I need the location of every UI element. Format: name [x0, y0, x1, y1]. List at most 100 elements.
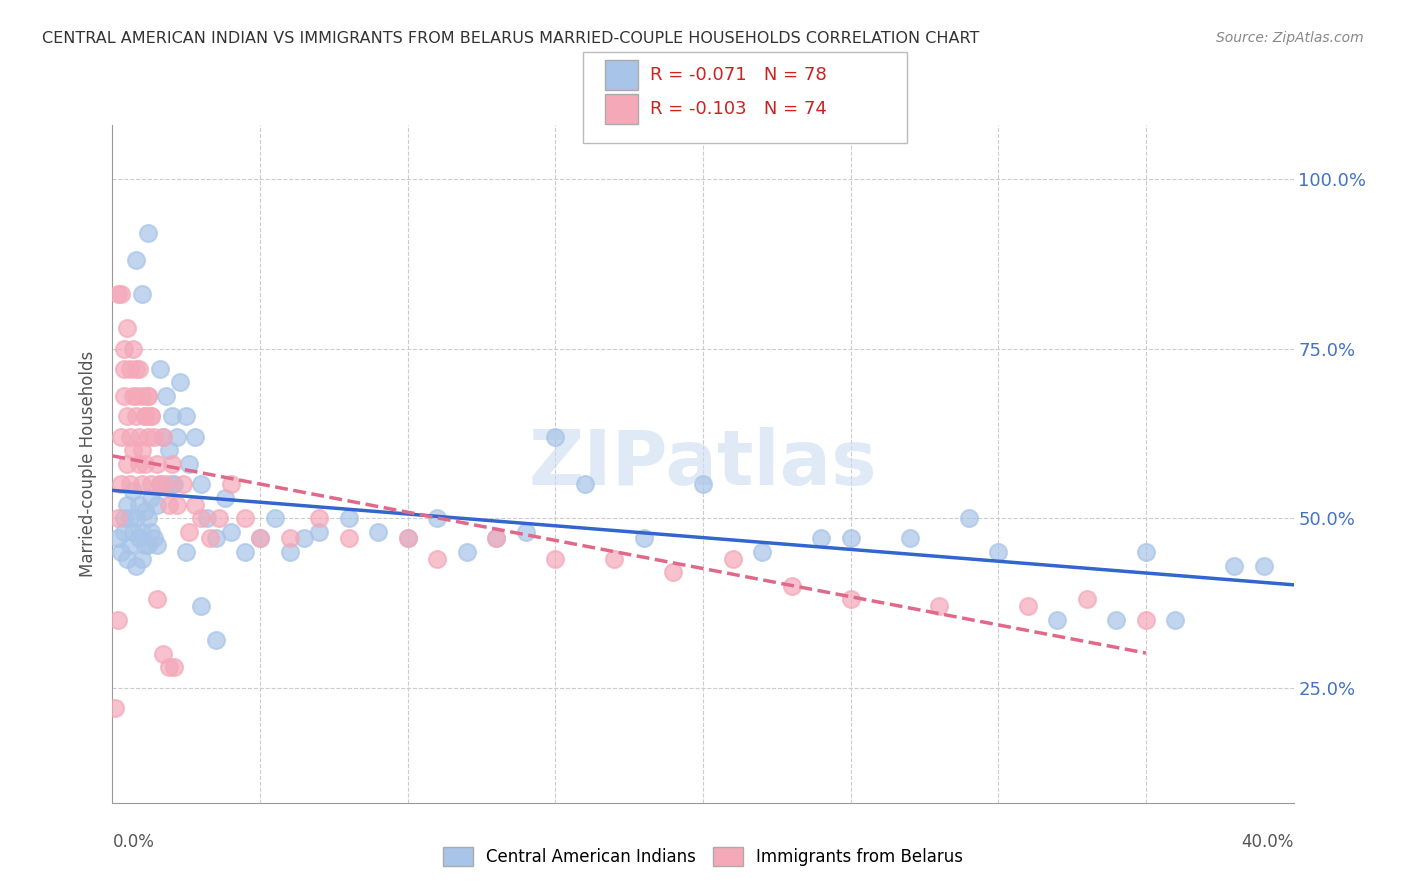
Point: [367, 524, 389, 539]
Point: [146, 498, 169, 512]
Point: [1046, 613, 1069, 627]
Point: [120, 538, 142, 552]
Point: [146, 457, 169, 471]
Point: [214, 491, 236, 505]
Point: [396, 532, 419, 546]
Point: [117, 409, 138, 424]
Point: [544, 551, 567, 566]
Point: [112, 511, 135, 525]
Point: [146, 592, 169, 607]
Point: [117, 457, 138, 471]
Point: [128, 457, 150, 471]
Point: [957, 511, 980, 525]
Point: [128, 498, 150, 512]
Point: [544, 430, 567, 444]
Point: [120, 430, 142, 444]
Point: [426, 551, 449, 566]
Point: [987, 545, 1010, 559]
Point: [308, 524, 330, 539]
Point: [139, 477, 162, 491]
Point: [426, 511, 449, 525]
Text: CENTRAL AMERICAN INDIAN VS IMMIGRANTS FROM BELARUS MARRIED-COUPLE HOUSEHOLDS COR: CENTRAL AMERICAN INDIAN VS IMMIGRANTS FR…: [42, 31, 980, 46]
Point: [219, 477, 242, 491]
Point: [1164, 613, 1187, 627]
Point: [110, 287, 132, 301]
Point: [190, 511, 212, 525]
Point: [278, 532, 301, 546]
Point: [190, 599, 212, 614]
Point: [107, 532, 129, 546]
Point: [136, 389, 159, 403]
Point: [928, 599, 950, 614]
Point: [839, 592, 862, 607]
Point: [155, 477, 177, 491]
Point: [112, 342, 135, 356]
Point: [149, 477, 172, 491]
Point: [166, 430, 188, 444]
Point: [249, 532, 271, 546]
Point: [152, 430, 174, 444]
Point: [149, 477, 172, 491]
Point: [1253, 558, 1275, 573]
Point: [456, 545, 478, 559]
Point: [122, 483, 145, 498]
Point: [152, 647, 174, 661]
Point: [136, 511, 159, 525]
Point: [157, 660, 180, 674]
Point: [1135, 613, 1157, 627]
Point: [112, 362, 135, 376]
Point: [117, 498, 138, 512]
Point: [110, 430, 132, 444]
Point: [128, 430, 150, 444]
Point: [125, 389, 148, 403]
Point: [160, 477, 183, 491]
Point: [152, 430, 174, 444]
Point: [142, 532, 165, 546]
Point: [308, 511, 330, 525]
Point: [131, 551, 153, 566]
Point: [515, 524, 537, 539]
Point: [107, 613, 129, 627]
Point: [136, 430, 159, 444]
Point: [278, 545, 301, 559]
Point: [131, 287, 153, 301]
Point: [163, 477, 186, 491]
Point: [898, 532, 921, 546]
Point: [125, 558, 148, 573]
Text: R = -0.103   N = 74: R = -0.103 N = 74: [650, 100, 827, 118]
Point: [233, 511, 256, 525]
Point: [112, 524, 135, 539]
Point: [169, 376, 191, 390]
Point: [198, 532, 221, 546]
Point: [174, 545, 197, 559]
Point: [117, 321, 138, 335]
Point: [1076, 592, 1098, 607]
Point: [110, 545, 132, 559]
Point: [780, 579, 803, 593]
Point: [134, 409, 156, 424]
Text: 0.0%: 0.0%: [112, 833, 155, 851]
Point: [134, 409, 156, 424]
Point: [233, 545, 256, 559]
Point: [125, 511, 148, 525]
Point: [125, 362, 148, 376]
Point: [574, 477, 596, 491]
Point: [136, 227, 159, 241]
Point: [179, 524, 201, 539]
Point: [142, 430, 165, 444]
Point: [131, 443, 153, 458]
Point: [122, 389, 145, 403]
Point: [134, 504, 156, 518]
Point: [112, 389, 135, 403]
Point: [110, 477, 132, 491]
Point: [131, 389, 153, 403]
Point: [120, 511, 142, 525]
Point: [166, 498, 188, 512]
Point: [125, 409, 148, 424]
Text: R = -0.071   N = 78: R = -0.071 N = 78: [650, 66, 827, 84]
Point: [190, 477, 212, 491]
Point: [603, 551, 626, 566]
Point: [149, 362, 172, 376]
Point: [131, 524, 153, 539]
Point: [146, 538, 169, 552]
